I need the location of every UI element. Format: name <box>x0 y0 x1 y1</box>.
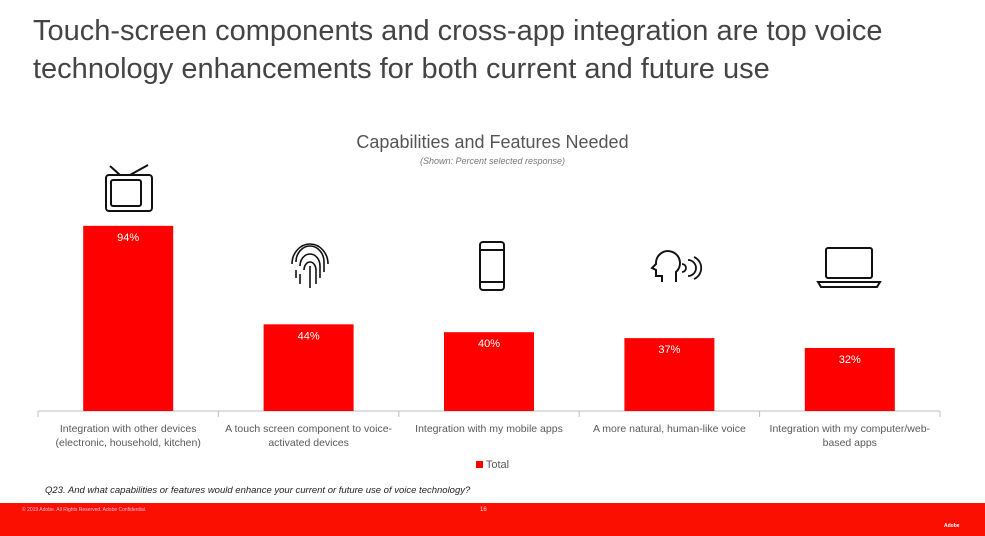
value-label: 94% <box>117 232 139 244</box>
brand-logo: Adobe <box>944 523 960 529</box>
x-tick-label: Integration with my mobile apps <box>415 423 563 435</box>
copyright: © 2019 Adobe. All Rights Reserved. Adobe… <box>22 507 147 513</box>
phone-icon <box>479 241 505 291</box>
bar <box>624 338 715 411</box>
value-label: 37% <box>658 344 680 356</box>
icons <box>105 164 882 291</box>
footnote: Q23. And what capabilities or features w… <box>45 485 471 496</box>
chart-title: Capabilities and Features Needed <box>356 132 629 152</box>
page-number: 16 <box>480 507 487 513</box>
fingerprint-icon <box>291 243 329 288</box>
footer-band <box>0 503 985 536</box>
voice-icon <box>650 250 681 282</box>
laptop-icon <box>825 247 873 279</box>
value-label: 40% <box>478 338 500 350</box>
x-tick-label: A touch screen component to voice-activa… <box>225 423 393 449</box>
value-label: 44% <box>298 330 320 342</box>
x-tick-label: Integration with other devices (electron… <box>55 423 201 449</box>
legend-label: Total <box>485 459 510 471</box>
legend-swatch <box>475 461 483 468</box>
bar <box>444 332 534 411</box>
x-tick-label: A more natural, human-like voice <box>592 423 746 435</box>
bar <box>263 324 354 411</box>
slide-title: Touch-screen components and cross-app in… <box>33 15 883 85</box>
tv-icon <box>105 174 153 212</box>
value-label: 32% <box>839 354 861 366</box>
bar <box>804 347 895 411</box>
chart-subtitle: (Shown: Percent selected response) <box>419 156 566 166</box>
bar <box>83 225 174 411</box>
x-tick-label: Integration with my computer/web-based a… <box>769 423 931 449</box>
legend: Total <box>0 459 985 471</box>
